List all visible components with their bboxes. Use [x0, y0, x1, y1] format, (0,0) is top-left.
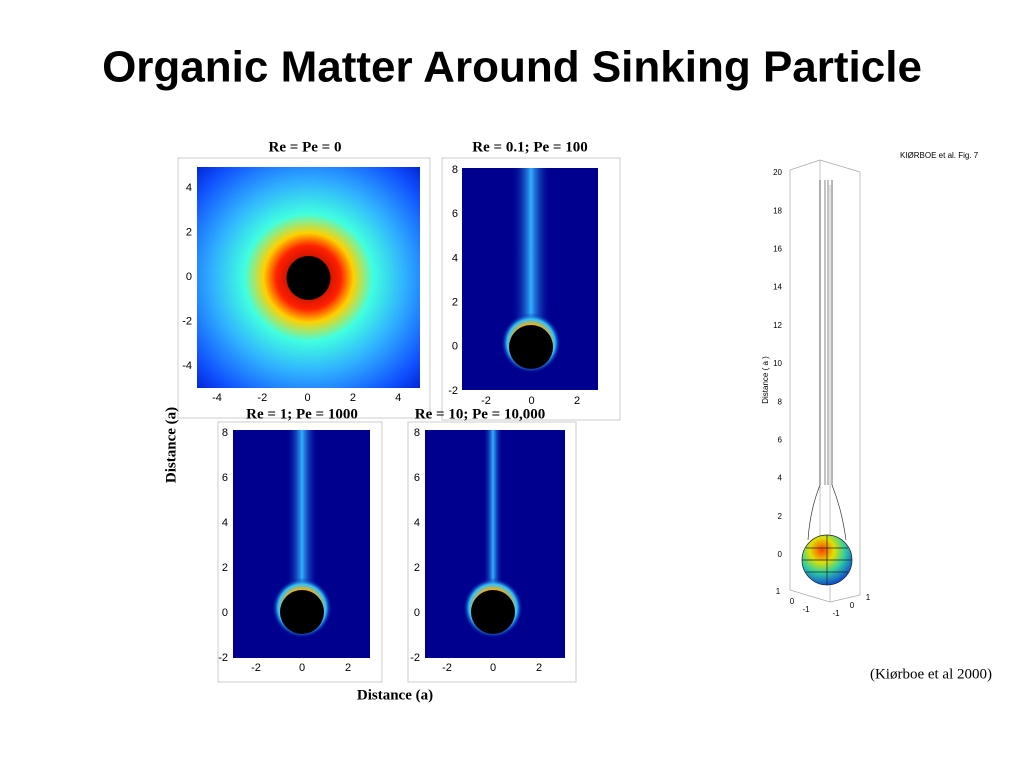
y-tick-label: 0 — [414, 607, 420, 619]
x-tick-label: 4 — [395, 392, 401, 404]
y-tick-label: 6 — [452, 208, 458, 220]
z-tick-label: 12 — [773, 321, 782, 330]
y-tick-label: 6 — [414, 472, 420, 484]
z-tick-label: 8 — [778, 397, 783, 406]
y-tick-label: 6 — [222, 472, 228, 484]
y-tick-label: 4 — [186, 182, 192, 194]
particle — [509, 325, 553, 369]
y-tick-label: 8 — [222, 427, 228, 439]
x-tick-label: 2 — [350, 392, 356, 404]
z-tick-label: 14 — [773, 283, 782, 292]
y-tick-label: 4 — [452, 252, 458, 264]
figure-axis-label: Distance ( a ) — [761, 356, 770, 404]
particle — [280, 590, 324, 634]
x-tick-label: -4 — [212, 392, 222, 404]
base-tick-label: -1 — [832, 609, 840, 618]
x-tick-label: -2 — [481, 395, 491, 407]
base-tick-label: 0 — [790, 597, 795, 606]
panels: Re = Pe = 0 4 2 0 -2 -4 -4 -2 0 2 4 Re = 0.1; Pe = … — [177, 139, 621, 683]
particle — [471, 590, 515, 634]
citation: (Kiørboe et al 2000) — [870, 666, 992, 682]
y-tick-label: -2 — [218, 652, 228, 664]
base-tick-label: 0 — [850, 601, 855, 610]
y-axis-label: Distance (a) — [163, 407, 179, 483]
y-tick-label: 4 — [414, 517, 420, 529]
x-tick-label: -2 — [251, 662, 261, 674]
panel-title: Re = 0.1; Pe = 100 — [472, 139, 587, 155]
y-tick-label: -2 — [410, 652, 420, 664]
y-tick-label: 0 — [452, 341, 458, 353]
z-tick-label: 16 — [773, 245, 782, 254]
y-tick-label: 0 — [186, 271, 192, 283]
y-tick-label: -4 — [182, 360, 192, 372]
y-tick-label: 2 — [414, 562, 420, 574]
particle — [286, 256, 331, 300]
z-tick-label: 20 — [773, 168, 782, 177]
x-tick-label: 0 — [299, 662, 305, 674]
z-tick-label: 18 — [773, 206, 782, 215]
y-tick-label: 0 — [222, 607, 228, 619]
y-tick-label: 8 — [452, 164, 458, 176]
x-tick-label: 0 — [490, 662, 496, 674]
x-tick-label: 0 — [528, 395, 534, 407]
z-tick-label: 6 — [778, 436, 783, 445]
slide-title: Organic Matter Around Sinking Particle — [102, 43, 922, 92]
figure-caption: KIØRBOE et al. Fig. 7 — [900, 151, 979, 160]
y-tick-label: -2 — [182, 315, 192, 327]
base-tick-label: 1 — [866, 593, 871, 602]
panel-title: Re = 1; Pe = 1000 — [246, 406, 358, 422]
y-tick-label: 2 — [186, 226, 192, 238]
z-tick-label: 10 — [773, 359, 782, 368]
plume — [483, 430, 503, 612]
y-tick-label: 8 — [414, 427, 420, 439]
y-tick-label: -2 — [448, 385, 458, 397]
x-tick-label: -2 — [442, 662, 452, 674]
base-tick-label: -1 — [802, 605, 810, 614]
x-tick-label: 2 — [345, 662, 351, 674]
base-tick-label: 1 — [776, 587, 781, 596]
panel-title: Re = 10; Pe = 10,000 — [415, 406, 545, 422]
x-tick-label: 2 — [574, 395, 580, 407]
y-tick-label: 2 — [222, 562, 228, 574]
x-tick-label: -2 — [257, 392, 267, 404]
x-tick-label: 0 — [305, 392, 311, 404]
z-tick-label: 2 — [778, 512, 783, 521]
x-axis-label: Distance (a) — [357, 687, 433, 703]
figure-3d — [789, 159, 861, 603]
z-tick-label: 0 — [778, 550, 783, 559]
y-tick-label: 4 — [222, 517, 228, 529]
z-tick-label: 4 — [778, 474, 783, 483]
panel-title: Re = Pe = 0 — [269, 139, 342, 155]
x-tick-label: 2 — [536, 662, 542, 674]
y-tick-label: 2 — [452, 297, 458, 309]
